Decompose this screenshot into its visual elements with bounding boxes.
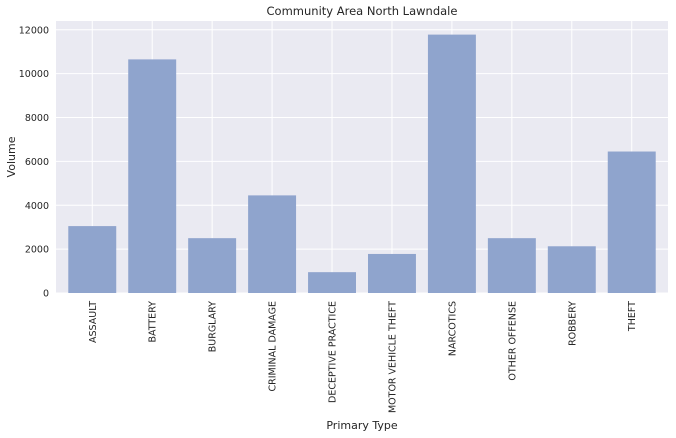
x-tick-label: NARCOTICS	[447, 301, 458, 356]
y-tick-label: 2000	[25, 245, 49, 256]
bar-narcotics	[427, 34, 476, 293]
x-tick-label: CRIMINAL DAMAGE	[268, 301, 279, 392]
x-tick-label: MOTOR VEHICLE THEFT	[387, 301, 398, 413]
x-tick-label: BURGLARY	[208, 301, 219, 352]
bar-battery	[128, 59, 177, 293]
x-tick-label: OTHER OFFENSE	[507, 301, 518, 381]
y-tick-label: 10000	[19, 69, 49, 80]
x-axis-label: Primary Type	[326, 419, 398, 432]
x-tick-label: THEFT	[627, 301, 638, 332]
x-tick-label: ASSAULT	[88, 301, 99, 343]
bar-burglary	[188, 238, 237, 293]
y-tick-label: 4000	[25, 201, 49, 212]
x-tick-label: DECEPTIVE PRACTICE	[328, 301, 339, 403]
bars	[68, 34, 656, 293]
bar-assault	[68, 226, 117, 293]
bar-criminal-damage	[248, 195, 297, 293]
y-tick-label: 12000	[19, 25, 49, 36]
bar-robbery	[547, 246, 596, 293]
y-axis-label: Volume	[5, 136, 18, 177]
bar-other-offense	[487, 238, 536, 293]
y-tick-label: 0	[43, 289, 49, 300]
y-tick-label: 8000	[25, 113, 49, 124]
bar-motor-vehicle-theft	[367, 253, 416, 293]
x-tick-labels: ASSAULT BATTERY BURGLARY CRIMINAL DAMAGE DEC…	[88, 301, 638, 413]
y-tick-labels: 0 2000 4000 6000 8000 10000 12000	[19, 25, 49, 299]
bar-theft	[607, 151, 656, 293]
y-tick-label: 6000	[25, 157, 49, 168]
bar-deceptive-practice	[308, 272, 357, 293]
x-tick-label: BATTERY	[148, 301, 159, 343]
chart-title: Community Area North Lawndale	[267, 4, 458, 18]
x-tick-label: ROBBERY	[567, 301, 578, 346]
